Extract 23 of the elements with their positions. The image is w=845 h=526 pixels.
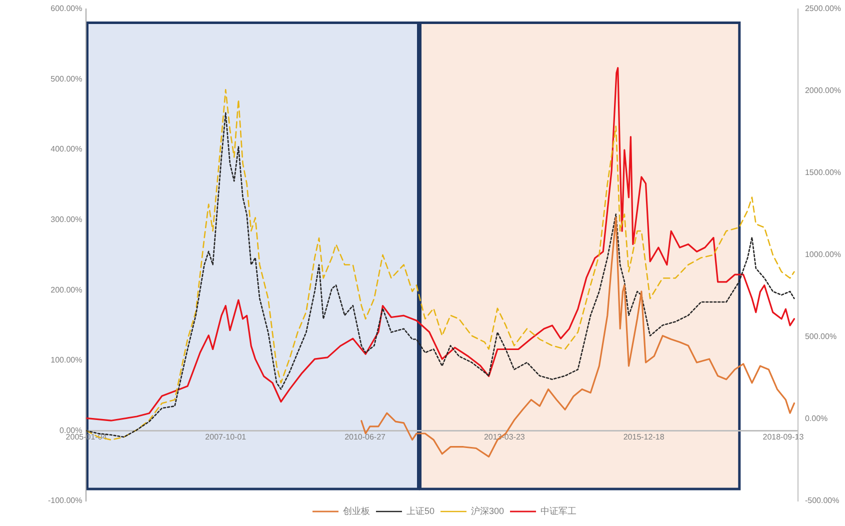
x-tick-label: 2010-06-27 bbox=[344, 432, 386, 442]
y2-tick-label: 0.00% bbox=[804, 414, 828, 424]
x-tick-label: 2007-10-01 bbox=[205, 432, 247, 442]
y-tick-label: 100.00% bbox=[50, 356, 82, 365]
y-tick-label: 200.00% bbox=[50, 285, 82, 294]
y2-tick-label: 500.00% bbox=[804, 332, 837, 342]
y-tick-label: 600.00% bbox=[50, 4, 82, 14]
y2-tick-label: -500.00% bbox=[804, 496, 840, 506]
legend-label: 沪深300 bbox=[470, 506, 504, 516]
legend-label: 上证50 bbox=[406, 506, 434, 516]
y-tick-label: 500.00% bbox=[50, 74, 82, 84]
y2-tick-label: 1500.00% bbox=[804, 168, 841, 178]
y2-tick-label: 2500.00% bbox=[804, 4, 841, 14]
x-tick-label: 2018-09-13 bbox=[762, 432, 804, 442]
x-tick-label: 2015-12-18 bbox=[623, 432, 665, 442]
y2-tick-label: 1000.00% bbox=[804, 250, 841, 260]
y2-tick-label: 2000.00% bbox=[804, 86, 841, 96]
y-tick-label: 400.00% bbox=[50, 144, 82, 154]
legend-label: 创业板 bbox=[342, 506, 370, 516]
legend-label: 中证军工 bbox=[540, 506, 577, 516]
y-tick-label: 0.00% bbox=[60, 426, 82, 435]
y-tick-label: -100.00% bbox=[48, 496, 82, 506]
y-tick-label: 300.00% bbox=[50, 214, 82, 224]
